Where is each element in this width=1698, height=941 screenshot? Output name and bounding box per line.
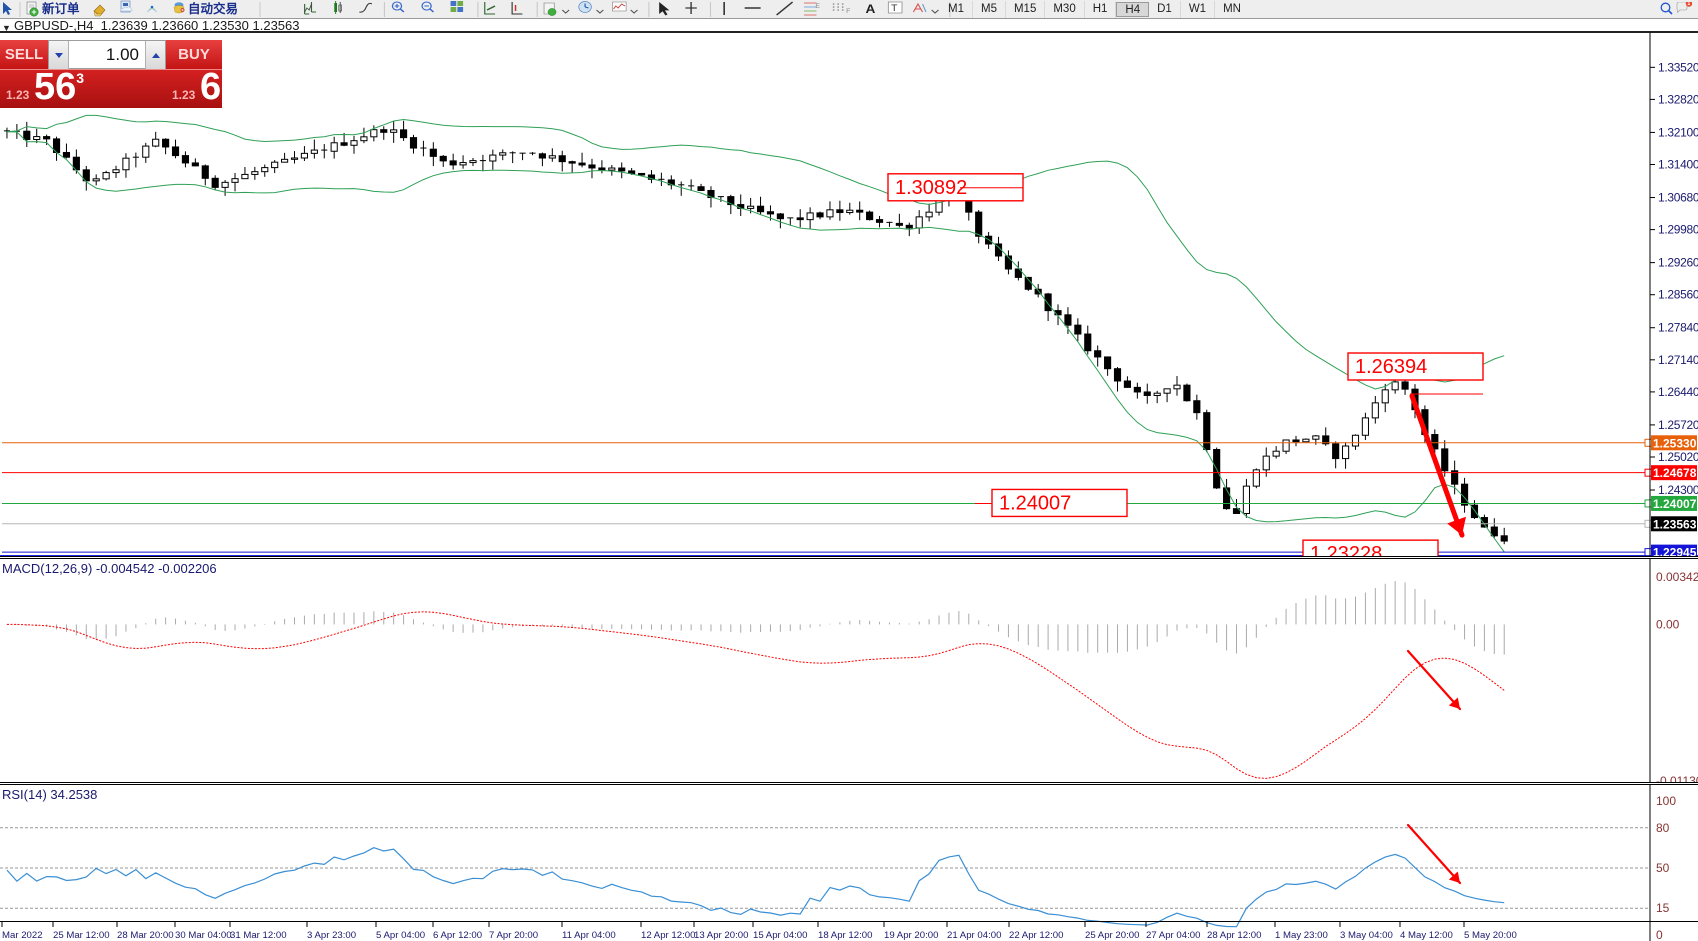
svg-text:1.32100: 1.32100	[1658, 125, 1698, 139]
svg-text:1.32820: 1.32820	[1658, 92, 1698, 106]
svg-text:-0.011307: -0.011307	[1656, 774, 1698, 782]
svg-text:1.24300: 1.24300	[1658, 483, 1698, 497]
svg-text:1.30892: 1.30892	[895, 177, 967, 199]
svg-text:1.26394: 1.26394	[1355, 356, 1427, 378]
svg-text:1.33520: 1.33520	[1658, 60, 1698, 74]
svg-text:100: 100	[1656, 794, 1676, 808]
svg-text:1.27140: 1.27140	[1658, 353, 1698, 367]
svg-text:A: A	[866, 2, 876, 16]
svg-text:1.23563: 1.23563	[1653, 517, 1697, 531]
svg-text:27 Apr 04:00: 27 Apr 04:00	[1146, 930, 1200, 941]
svg-text:12 Apr 12:00: 12 Apr 12:00	[641, 930, 695, 941]
svg-text:3 May 04:00: 3 May 04:00	[1340, 930, 1393, 941]
svg-text:1: 1	[1687, 2, 1690, 7]
svg-text:3 Apr 23:00: 3 Apr 23:00	[307, 930, 356, 941]
svg-text:1.28560: 1.28560	[1658, 288, 1698, 302]
svg-text:T: T	[891, 4, 897, 14]
svg-text:1.27840: 1.27840	[1658, 321, 1698, 335]
svg-text:7 Apr 20:00: 7 Apr 20:00	[489, 930, 538, 941]
svg-text:0.003424: 0.003424	[1656, 570, 1698, 584]
svg-text:4 May 12:00: 4 May 12:00	[1400, 930, 1453, 941]
svg-text:新订单: 新订单	[42, 1, 80, 16]
svg-text:50: 50	[1656, 861, 1670, 875]
svg-text:E: E	[815, 3, 820, 10]
svg-text:11 Apr 04:00: 11 Apr 04:00	[562, 930, 616, 941]
svg-text:21 Apr 04:00: 21 Apr 04:00	[947, 930, 1001, 941]
svg-text:13 Apr 20:00: 13 Apr 20:00	[694, 930, 748, 941]
svg-text:28 Mar 20:00: 28 Mar 20:00	[117, 930, 174, 941]
svg-text:1.24678: 1.24678	[1653, 466, 1697, 480]
svg-text:Mar 2022: Mar 2022	[2, 930, 43, 941]
svg-text:自动交易: 自动交易	[188, 1, 238, 16]
svg-text:15 Apr 04:00: 15 Apr 04:00	[753, 930, 807, 941]
svg-text:1.25330: 1.25330	[1653, 436, 1697, 450]
svg-text:1.24007: 1.24007	[1653, 497, 1697, 511]
svg-text:15: 15	[1656, 901, 1670, 915]
svg-text:80: 80	[1656, 821, 1670, 835]
svg-text:1.25020: 1.25020	[1658, 450, 1698, 464]
svg-text:18 Apr 12:00: 18 Apr 12:00	[818, 930, 872, 941]
svg-text:31 Mar 12:00: 31 Mar 12:00	[230, 930, 287, 941]
svg-text:19 Apr 20:00: 19 Apr 20:00	[884, 930, 938, 941]
svg-text:1.29260: 1.29260	[1658, 256, 1698, 270]
svg-text:1.30680: 1.30680	[1658, 191, 1698, 205]
svg-text:0.00: 0.00	[1656, 617, 1680, 631]
svg-text:5 Apr 04:00: 5 Apr 04:00	[376, 930, 425, 941]
svg-text:6 Apr 12:00: 6 Apr 12:00	[433, 930, 482, 941]
svg-text:1.26440: 1.26440	[1658, 385, 1698, 399]
svg-text:30 Mar 04:00: 30 Mar 04:00	[175, 930, 232, 941]
svg-text:1.24007: 1.24007	[999, 492, 1071, 514]
svg-text:1 May 23:00: 1 May 23:00	[1275, 930, 1328, 941]
svg-text:25 Apr 20:00: 25 Apr 20:00	[1085, 930, 1139, 941]
svg-text:25 Mar 12:00: 25 Mar 12:00	[53, 930, 110, 941]
svg-text:22 Apr 12:00: 22 Apr 12:00	[1009, 930, 1063, 941]
svg-text:1.29980: 1.29980	[1658, 223, 1698, 237]
svg-text:1.25720: 1.25720	[1658, 418, 1698, 432]
svg-text:28 Apr 12:00: 28 Apr 12:00	[1207, 930, 1261, 941]
svg-text:1.31400: 1.31400	[1658, 158, 1698, 172]
svg-text:5 May 20:00: 5 May 20:00	[1464, 930, 1517, 941]
svg-text:F: F	[846, 8, 850, 15]
